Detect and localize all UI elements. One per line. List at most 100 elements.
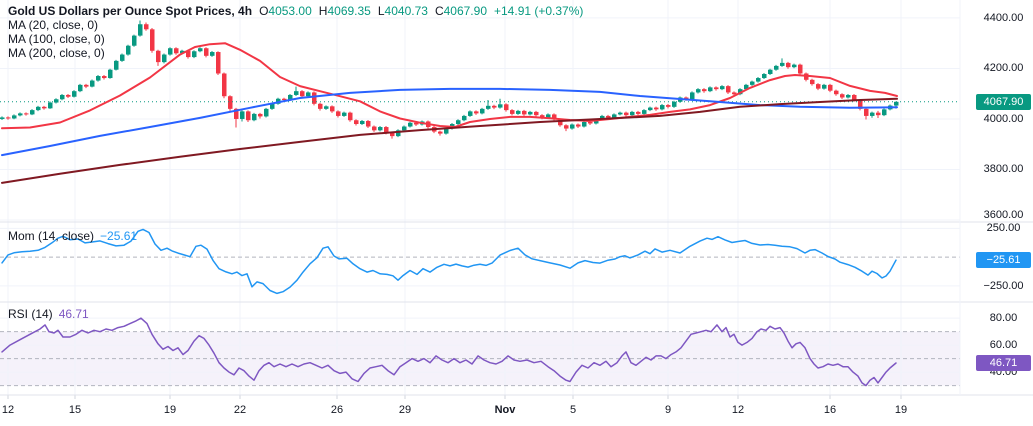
candle-body [648,107,653,111]
price-tick-label: −250.00 [983,279,1024,292]
candle-body [474,111,479,114]
candle-body [204,48,209,56]
candle-body [318,103,323,109]
candle-body [390,132,395,137]
candle-body [732,92,737,95]
candle-body [720,86,725,90]
candle-body [600,115,605,120]
candle-body [516,110,521,114]
candle-body [372,126,377,131]
mom-pane-legend[interactable]: Mom (14, close) −25.61 [8,229,137,243]
candle-body [246,111,251,121]
ma200-legend-row[interactable]: MA (200, close, 0) [8,46,583,60]
candle-body [12,115,17,119]
candle-body [624,112,629,116]
candle-body [144,24,149,30]
time-tick-label: 15 [68,404,82,416]
candle-body [822,84,827,89]
high-value: 4069.35 [327,4,371,18]
ma100-legend-row[interactable]: MA (100, close, 0) [8,32,583,46]
symbol-legend-row[interactable]: Gold US Dollars per Ounce Spot Prices, 4… [8,4,583,18]
ma20-legend-row[interactable]: MA (20, close, 0) [8,18,583,32]
candle-body [0,117,5,119]
candle-body [462,115,467,121]
rsi-pane-legend[interactable]: RSI (14) 46.71 [8,307,89,321]
candle-body [354,120,359,125]
candle-body [120,54,125,61]
candle-body [162,54,167,63]
candle-body [42,106,47,109]
candle-body [480,108,485,114]
candle-body [30,110,35,115]
candle-body [714,87,719,90]
candle-body [24,113,29,115]
candle-body [84,84,89,87]
candle-body [768,69,773,74]
candle-body [150,29,155,51]
mom-legend-value: −25.61 [100,229,138,243]
candle-body [6,117,11,119]
time-tick-label: 5 [569,404,577,416]
candle-body [234,108,239,119]
candle-body [306,92,311,97]
candle-body [48,102,53,109]
candle-body [828,84,833,91]
time-tick-label: 19 [894,404,908,416]
candle-body [270,103,275,109]
price-tick-label: 3800.00 [983,163,1024,176]
price-tick-label: 250.00 [986,222,1021,235]
time-tick-label: 22 [233,404,247,416]
mom-line [1,228,897,295]
candle-body [492,105,497,108]
candle-body [528,111,533,115]
candle-body [498,104,503,108]
symbol-title: Gold US Dollars per Ounce Spot Prices, 4… [8,4,253,18]
candle-body [570,124,575,129]
main-pane-legend: Gold US Dollars per Ounce Spot Prices, 4… [8,4,583,60]
candle-body [216,52,221,74]
candle-body [882,109,887,116]
time-tick-label: 29 [398,404,412,416]
candle-body [816,84,821,89]
candle-body [588,121,593,124]
candle-body [786,62,791,68]
low-letter: L [377,4,385,18]
candle-body [54,99,59,103]
ma100-legend-label: MA (100, close, 0) [8,32,105,46]
candle-body [726,86,731,93]
candle-body [636,111,641,114]
candle-body [738,89,743,95]
candle-body [642,110,647,114]
candle-body [522,110,527,115]
candle-body [792,64,797,68]
candle-body [156,50,161,63]
candle-body [708,87,713,92]
candle-body [240,111,245,119]
candle-body [402,126,407,131]
candle-body [72,91,77,97]
candle-body [378,127,383,131]
candle-body [750,81,755,85]
candle-body [396,130,401,137]
candle-body [366,120,371,127]
candle-body [252,113,257,121]
change-value: +14.91 (+0.37%) [494,4,584,18]
candle-body [336,111,341,116]
candle-body [348,112,353,121]
candle-body [300,91,305,97]
ma200-legend-label: MA (200, close, 0) [8,46,105,60]
candle-body [126,45,131,55]
candle-body [552,114,557,120]
candle-body [780,62,785,66]
candle-body [582,121,587,127]
candle-body [324,106,329,109]
candle-body [60,94,65,100]
candle-body [468,111,473,116]
candle-body [630,111,635,116]
ohlc-low: L4040.73 [378,4,428,18]
candle-body [384,127,389,133]
candle-body [78,84,83,92]
candle-body [672,101,677,107]
